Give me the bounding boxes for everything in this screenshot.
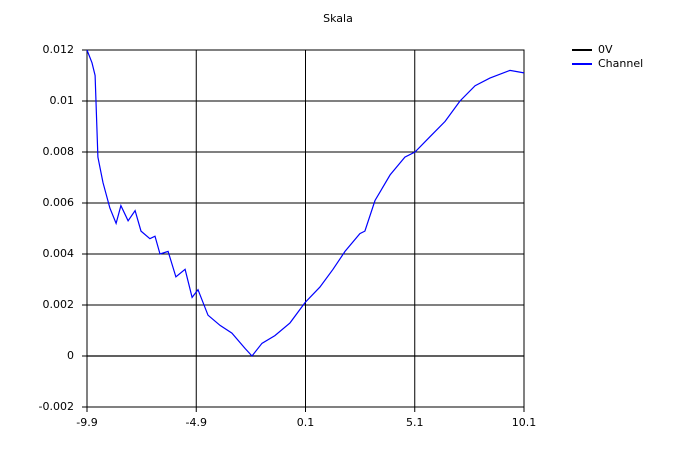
x-tick-label: 5.1 — [406, 416, 424, 429]
x-tick-label: 0.1 — [297, 416, 315, 429]
y-tick-label: 0.012 — [43, 43, 75, 56]
y-tick-label: 0 — [67, 349, 74, 362]
legend-label: Channel — [598, 57, 643, 70]
series-line — [86, 49, 525, 357]
y-tick-label: 0.006 — [43, 196, 75, 209]
y-tick-label: -0.002 — [39, 400, 74, 413]
chart-title: Skala — [323, 12, 353, 25]
x-tick-label: 10.1 — [512, 416, 537, 429]
y-tick-label: 0.008 — [43, 145, 75, 158]
y-tick-label: 0.002 — [43, 298, 75, 311]
y-tick-label: 0.01 — [50, 94, 75, 107]
plot-frame — [86, 49, 525, 408]
x-tick-label: -9.9 — [76, 416, 97, 429]
x-tick-label: -4.9 — [186, 416, 207, 429]
y-tick-label: 0.004 — [43, 247, 75, 260]
legend-label: 0V — [598, 43, 613, 56]
